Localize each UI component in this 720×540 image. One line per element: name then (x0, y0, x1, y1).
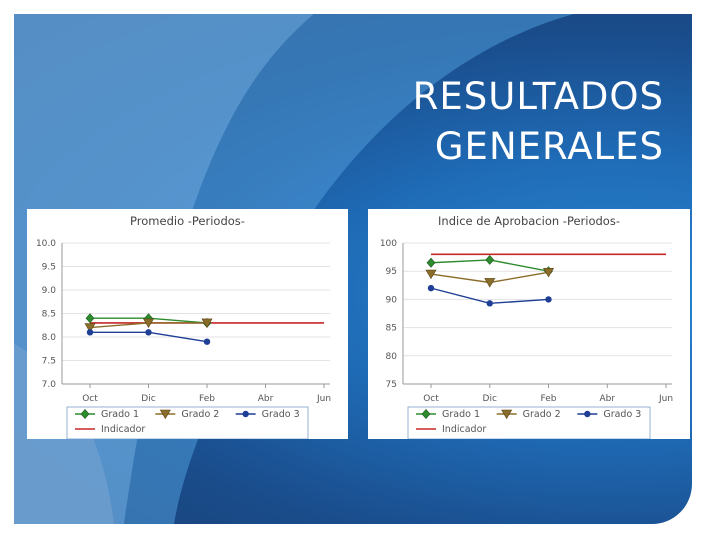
x-tick-label: Feb (541, 394, 557, 404)
x-tick-label: Abr (258, 394, 274, 404)
data-point-grado-3 (486, 300, 493, 307)
data-point-grado-1 (85, 313, 95, 324)
legend-label: Indicador (101, 424, 145, 435)
chart-title: Indice de Aprobacion -Periodos- (438, 214, 620, 228)
legend-swatch-marker (421, 409, 431, 419)
series-grado-1 (426, 254, 553, 277)
chart-aprobacion: Indice de Aprobacion -Periodos- 100 95 90 85… (380, 214, 673, 439)
data-point-grado-3 (545, 296, 552, 303)
x-tick-label: Jun (658, 394, 673, 404)
data-point-grado-3 (203, 338, 211, 345)
legend-item-indicador: Indicador (416, 424, 486, 435)
data-point-grado-2 (142, 318, 155, 328)
legend-item-grado-3: Grado 3 (235, 409, 300, 420)
legend-item-grado-2: Grado 2 (496, 409, 561, 420)
x-tick-label: Dic (483, 394, 497, 404)
y-tick-label: 85 (386, 324, 397, 334)
legend-swatch-marker (242, 410, 249, 418)
chart-title: Promedio -Periodos- (130, 214, 245, 228)
y-tick-label: 7.5 (42, 357, 56, 367)
y-tick-label: 8.5 (42, 310, 56, 320)
legend-label: Grado 2 (523, 409, 561, 420)
data-point-grado-2 (542, 268, 555, 278)
x-tick-label: Oct (423, 394, 439, 404)
legend-item-grado-3: Grado 3 (577, 409, 641, 420)
chart-promedio: Promedio -Periodos- 10.0 9.5 9.0 8.5 8.0 7.5 7.… (36, 214, 331, 439)
data-point-grado-1 (426, 257, 436, 268)
x-tick-label: Jun (316, 394, 331, 404)
data-point-grado-3 (145, 329, 152, 336)
x-tick-label: Dic (141, 394, 155, 404)
y-tick-label: 9.5 (42, 263, 56, 273)
series-grado-2 (425, 268, 555, 288)
legend-swatch-marker (159, 409, 171, 420)
legend-label: Grado 3 (603, 409, 641, 420)
legend-swatch-marker (501, 409, 513, 420)
x-tick-label: Feb (199, 394, 215, 404)
y-tick-label: 7.0 (42, 380, 57, 390)
chart-panel-aprobacion: Indice de Aprobacion -Periodos- 100 95 90 85… (368, 209, 690, 439)
y-tick-label: 8.0 (42, 333, 57, 343)
y-tick-label: 80 (386, 352, 398, 362)
legend-label: Grado 1 (101, 409, 139, 420)
x-tick-label: Abr (599, 394, 615, 404)
slide-title-line1: RESULTADOS (412, 75, 664, 118)
series-grado-3 (86, 329, 211, 345)
y-tick-label: 9.0 (42, 286, 57, 296)
y-tick-label: 90 (386, 295, 398, 305)
data-point-grado-3 (86, 329, 94, 336)
data-point-grado-1 (485, 254, 495, 265)
legend-swatch-marker (80, 409, 90, 419)
legend-label: Indicador (442, 424, 486, 435)
y-tick-label: 10.0 (36, 239, 56, 249)
data-point-grado-2 (84, 323, 96, 333)
chart-panel-promedio: Promedio -Periodos- 10.0 9.5 9.0 8.5 8.0 7.5 7.… (27, 209, 348, 439)
legend-item-grado-1: Grado 1 (75, 409, 139, 420)
data-point-grado-2 (201, 318, 213, 328)
legend-item-grado-2: Grado 2 (155, 409, 219, 420)
slide-title: RESULTADOS GENERALES (413, 72, 664, 172)
series-grado-2 (84, 318, 213, 333)
legend-item-grado-1: Grado 1 (416, 409, 480, 420)
series-grado-3 (427, 284, 552, 307)
y-tick-label: 100 (380, 239, 397, 249)
legend-box (407, 406, 651, 439)
data-point-grado-2 (425, 269, 437, 280)
legend-label: Grado 2 (181, 409, 219, 420)
legend-label: Grado 3 (262, 409, 300, 420)
legend-label: Grado 1 (442, 409, 480, 420)
slide-title-line2: GENERALES (434, 125, 664, 168)
legend-item-indicador: Indicador (75, 424, 145, 435)
legend-swatch-marker (584, 410, 591, 418)
y-tick-label: 75 (386, 380, 397, 390)
x-tick-label: Oct (82, 394, 98, 404)
y-tick-label: 95 (386, 267, 397, 277)
legend-box (66, 406, 309, 439)
data-point-grado-2 (484, 278, 496, 288)
data-point-grado-3 (427, 284, 435, 292)
